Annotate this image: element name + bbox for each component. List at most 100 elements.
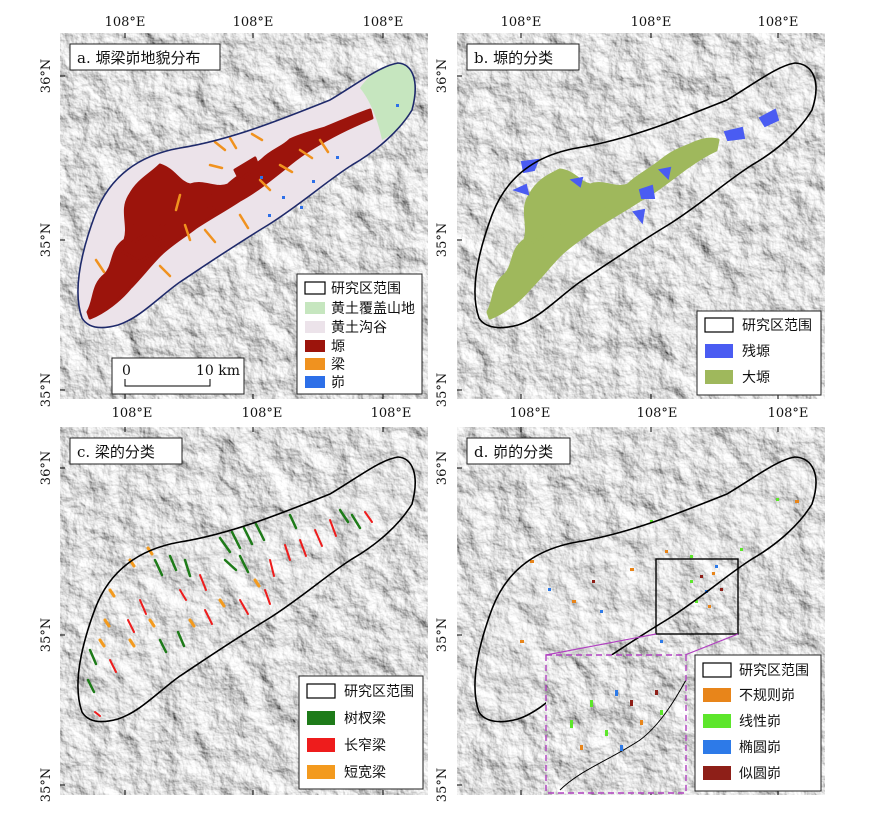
tick-label: 35°N (39, 768, 54, 802)
top-ticks-b: 108°E 108°E 108°E (501, 15, 799, 30)
inset-terrain (546, 655, 686, 793)
tick-label: 108°E (758, 15, 799, 30)
legend-label: 研究区范围 (344, 683, 414, 700)
study-area-outline-b (474, 62, 817, 329)
legend-swatch (305, 302, 325, 314)
inset-frame (545, 654, 687, 794)
legend-swatch (304, 281, 326, 295)
legend-label: 线性峁 (739, 714, 781, 730)
tick-label: 35°N (435, 373, 450, 407)
tick-label: 108°E (501, 15, 542, 30)
left-ticks-d: 36°N 35°N 35°N (435, 451, 450, 802)
tick-label: 108°E (510, 406, 551, 421)
scale-end: 10 km (196, 363, 240, 379)
tick-label: 108°E (768, 406, 809, 421)
legend-swatch (704, 317, 734, 333)
legend-label: 塬 (331, 339, 345, 355)
legend-swatch (305, 340, 325, 352)
legend-label: 研究区范围 (331, 280, 401, 297)
study-area-outline-a (77, 62, 416, 329)
panel-title-text: d. 峁的分类 (474, 443, 553, 461)
legend-swatch (705, 370, 733, 384)
legend-swatch (702, 662, 732, 678)
legend-label: 研究区范围 (739, 662, 809, 679)
bottom-ticks-b: 108°E 108°E 108°E (510, 406, 809, 421)
legend-label: 残塬 (742, 344, 770, 360)
legend-label: 长窄梁 (344, 737, 386, 754)
inset-map (545, 633, 739, 794)
tick-label: 35°N (435, 768, 450, 802)
inset-boundary (559, 679, 687, 791)
mao-layer (260, 104, 399, 217)
legend-swatch (703, 766, 731, 780)
legend-label: 黄土沟谷 (331, 319, 387, 336)
legend-c: 研究区范围 树杈梁 长窄梁 短宽梁 (298, 675, 424, 790)
tick-label: 108°E (112, 406, 153, 421)
long-narrow-liang-layer (94, 511, 373, 717)
grid-ticks-c (60, 427, 384, 795)
legend-swatch (307, 738, 335, 752)
legend-swatch (307, 711, 335, 725)
panel-title-d: d. 峁的分类 (466, 437, 571, 465)
dendritic-liang-layer (86, 508, 362, 694)
panel-title-a: a. 塬梁峁地貌分布 (69, 43, 221, 71)
legend-label: 梁 (331, 357, 345, 373)
legend-d: 研究区范围 不规则峁 线性峁 椭圆峁 似圆峁 (694, 654, 822, 792)
legend-swatch (306, 683, 336, 699)
legend-label: 树杈梁 (344, 711, 386, 727)
study-area-outline-c (77, 456, 416, 723)
bottom-ticks-a: 108°E 108°E 108°E (112, 406, 412, 421)
inset-mao-markers (570, 690, 663, 751)
zoom-extent-box (655, 558, 739, 635)
study-area-c (77, 456, 416, 723)
tick-label: 108°E (363, 15, 404, 30)
panel-c: 36°N 35°N 35°N (39, 427, 428, 802)
legend-b: 研究区范围 残塬 大塬 (696, 310, 822, 396)
tick-label: 35°N (435, 618, 450, 652)
panel-title-c: c. 梁的分类 (69, 437, 183, 465)
legend-label: 椭圆峁 (739, 740, 781, 756)
legend-label: 似圆峁 (739, 766, 781, 782)
panel-b: 108°E 108°E 108°E 36°N 35°N 35°N (435, 15, 825, 421)
tick-label: 108°E (105, 15, 146, 30)
legend-label: 短宽梁 (344, 764, 386, 781)
legend-label: 峁 (331, 375, 345, 391)
legend-label: 黄土覆盖山地 (331, 300, 415, 317)
left-ticks-b: 36°N 35°N 35°N (435, 59, 450, 407)
tick-label: 108°E (637, 406, 678, 421)
study-area-a (77, 62, 416, 329)
panel-title-text: b. 塬的分类 (474, 49, 553, 67)
tick-label: 108°E (631, 15, 672, 30)
legend-swatch (703, 740, 731, 754)
panel-title-text: a. 塬梁峁地貌分布 (77, 49, 200, 67)
panel-title-b: b. 塬的分类 (466, 43, 580, 71)
grid-ticks-a (60, 33, 384, 399)
legend-swatch (307, 765, 335, 779)
mao-markers-d (520, 498, 799, 643)
scale-bar-a: 0 10 km (111, 357, 245, 395)
yuan-layer (86, 108, 374, 320)
tick-label: 108°E (242, 406, 283, 421)
legend-swatch (305, 321, 325, 333)
legend-a: 研究区范围 黄土覆盖山地 黄土沟谷 塬 梁 峁 (296, 273, 423, 395)
legend-swatch (305, 358, 325, 370)
inset-connector (684, 633, 739, 656)
tick-label: 35°N (39, 373, 54, 407)
tick-label: 36°N (435, 451, 450, 485)
inset-connector (545, 633, 657, 656)
scale-start: 0 (122, 363, 131, 379)
study-area-b (474, 62, 817, 329)
tick-label: 36°N (435, 59, 450, 93)
grid-ticks-b (457, 33, 779, 399)
panel-d: 36°N 35°N 35°N (435, 427, 825, 802)
tick-label: 108°E (233, 15, 274, 30)
tick-label: 35°N (39, 223, 54, 257)
legend-label: 不规则峁 (739, 688, 795, 704)
tick-label: 35°N (435, 223, 450, 257)
liang-layer (94, 132, 330, 278)
tick-label: 36°N (39, 59, 54, 93)
legend-swatch (305, 376, 325, 388)
legend-label: 研究区范围 (742, 317, 812, 334)
